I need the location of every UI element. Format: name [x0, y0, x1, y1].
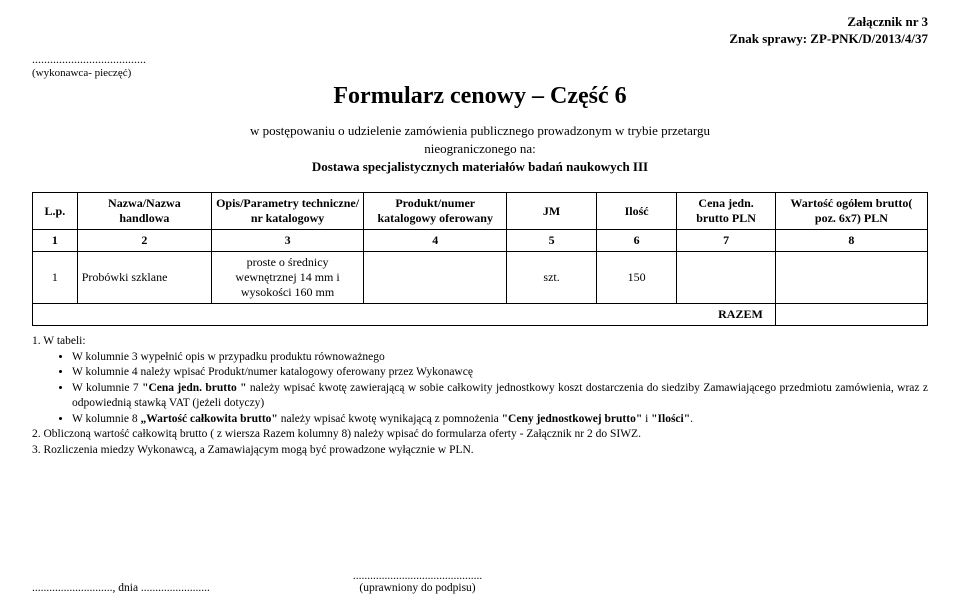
note-b1: W kolumnie 3 wypełnić opis w przypadku p…	[72, 350, 928, 366]
num-5: 5	[507, 230, 597, 252]
note-b2: W kolumnie 4 należy wpisać Produkt/numer…	[72, 365, 928, 381]
footer-left: ............................, dnia .....…	[32, 582, 210, 594]
cell-cena	[677, 252, 775, 304]
razem-label: RAZEM	[33, 304, 776, 326]
footer: ............................, dnia .....…	[32, 570, 928, 594]
note-2: 2. Obliczoną wartość całkowitą brutto ( …	[32, 427, 928, 443]
header-right: Załącznik nr 3 Znak sprawy: ZP-PNK/D/201…	[32, 14, 928, 48]
page-title: Formularz cenowy – Część 6	[32, 83, 928, 110]
num-2: 2	[77, 230, 211, 252]
note-b4: W kolumnie 8 „Wartość całkowita brutto" …	[72, 412, 928, 428]
table-razem-row: RAZEM	[33, 304, 928, 326]
footer-label: (uprawniony do podpisu)	[359, 582, 475, 594]
cell-ilosc: 150	[596, 252, 677, 304]
th-opis: Opis/Parametry techniczne/ nr katalogowy	[212, 193, 364, 230]
header-line2: Znak sprawy: ZP-PNK/D/2013/4/37	[32, 31, 928, 48]
subtitle-l3: Dostawa specjalistycznych materiałów bad…	[32, 158, 928, 176]
table-row: 1 Probówki szklane proste o średnicy wew…	[33, 252, 928, 304]
cell-lp: 1	[33, 252, 78, 304]
num-6: 6	[596, 230, 677, 252]
price-table: L.p. Nazwa/Nazwa handlowa Opis/Parametry…	[32, 192, 928, 326]
th-nazwa: Nazwa/Nazwa handlowa	[77, 193, 211, 230]
subtitle-l2: nieograniczonego na:	[32, 140, 928, 158]
num-8: 8	[775, 230, 927, 252]
th-ilosc: Ilość	[596, 193, 677, 230]
num-3: 3	[212, 230, 364, 252]
num-7: 7	[677, 230, 775, 252]
cell-prod	[364, 252, 507, 304]
notes-intro: 1. W tabeli:	[32, 334, 928, 350]
notes: 1. W tabeli: W kolumnie 3 wypełnić opis …	[32, 334, 928, 458]
th-cena: Cena jedn. brutto PLN	[677, 193, 775, 230]
wykonawca-label: (wykonawca- pieczęć)	[32, 67, 928, 79]
num-1: 1	[33, 230, 78, 252]
table-header-row: L.p. Nazwa/Nazwa handlowa Opis/Parametry…	[33, 193, 928, 230]
cell-jm: szt.	[507, 252, 597, 304]
subtitle-l1: w postępowaniu o udzielenie zamówienia p…	[32, 122, 928, 140]
dotted-line: ......................................	[32, 52, 928, 67]
footer-dots: ........................................…	[353, 570, 482, 582]
cell-opis: proste o średnicy wewnętrznej 14 mm i wy…	[212, 252, 364, 304]
cell-wart	[775, 252, 927, 304]
footer-right: ........................................…	[353, 570, 482, 594]
razem-value	[775, 304, 927, 326]
note-b3: W kolumnie 7 "Cena jedn. brutto " należy…	[72, 381, 928, 412]
th-jm: JM	[507, 193, 597, 230]
th-prod: Produkt/numer katalogowy oferowany	[364, 193, 507, 230]
notes-list: W kolumnie 3 wypełnić opis w przypadku p…	[72, 350, 928, 428]
num-4: 4	[364, 230, 507, 252]
header-line1: Załącznik nr 3	[32, 14, 928, 31]
th-wart: Wartość ogółem brutto( poz. 6x7) PLN	[775, 193, 927, 230]
table-number-row: 1 2 3 4 5 6 7 8	[33, 230, 928, 252]
th-lp: L.p.	[33, 193, 78, 230]
subtitle: w postępowaniu o udzielenie zamówienia p…	[32, 122, 928, 177]
note-3: 3. Rozliczenia miedzy Wykonawcą, a Zamaw…	[32, 443, 928, 459]
cell-nazwa: Probówki szklane	[77, 252, 211, 304]
